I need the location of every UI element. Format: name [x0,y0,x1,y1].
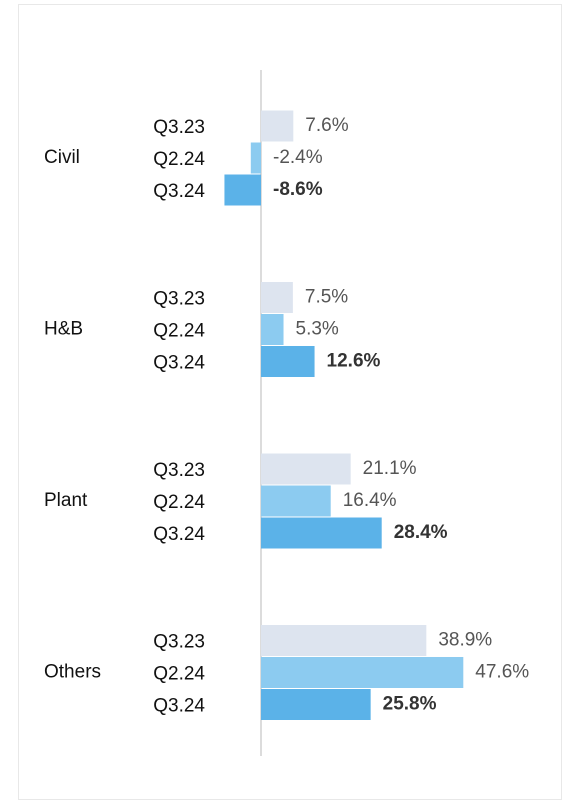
value-label: 28.4% [394,522,448,543]
bar [261,517,382,549]
value-label: 7.6% [305,115,348,136]
bar [261,625,427,656]
series-label: Q3.23 [153,460,205,481]
series-label: Q2.24 [153,321,205,342]
series-label: Q3.23 [153,117,205,138]
value-label: 38.9% [438,630,492,651]
series-label: Q3.24 [153,181,205,202]
bar [250,142,261,174]
bar [224,174,261,206]
value-label: -2.4% [273,147,323,168]
series-label: Q2.24 [153,664,205,685]
value-label: -8.6% [273,179,323,200]
series-label: Q3.23 [153,289,205,310]
series-label: Q2.24 [153,149,205,170]
bar [261,314,284,345]
series-label: Q3.24 [153,696,205,717]
value-label: 16.4% [343,490,397,511]
value-label: 12.6% [327,351,381,372]
category-label: Civil [44,147,80,168]
value-label: 7.5% [305,287,348,308]
bar [261,453,351,485]
category-label: H&B [44,319,83,340]
series-label: Q3.23 [153,632,205,653]
bar [261,346,315,377]
bar [261,485,331,517]
value-label: 5.3% [296,319,339,340]
value-label: 47.6% [475,662,529,683]
value-label: 21.1% [363,458,417,479]
bar [261,657,464,688]
series-label: Q3.24 [153,353,205,374]
category-label: Others [44,662,101,683]
category-label: Plant [44,490,88,511]
bar [261,689,371,720]
value-label: 25.8% [383,694,437,715]
bar [261,282,293,313]
series-label: Q2.24 [153,492,205,513]
series-label: Q3.24 [153,524,205,545]
bar [261,110,294,142]
